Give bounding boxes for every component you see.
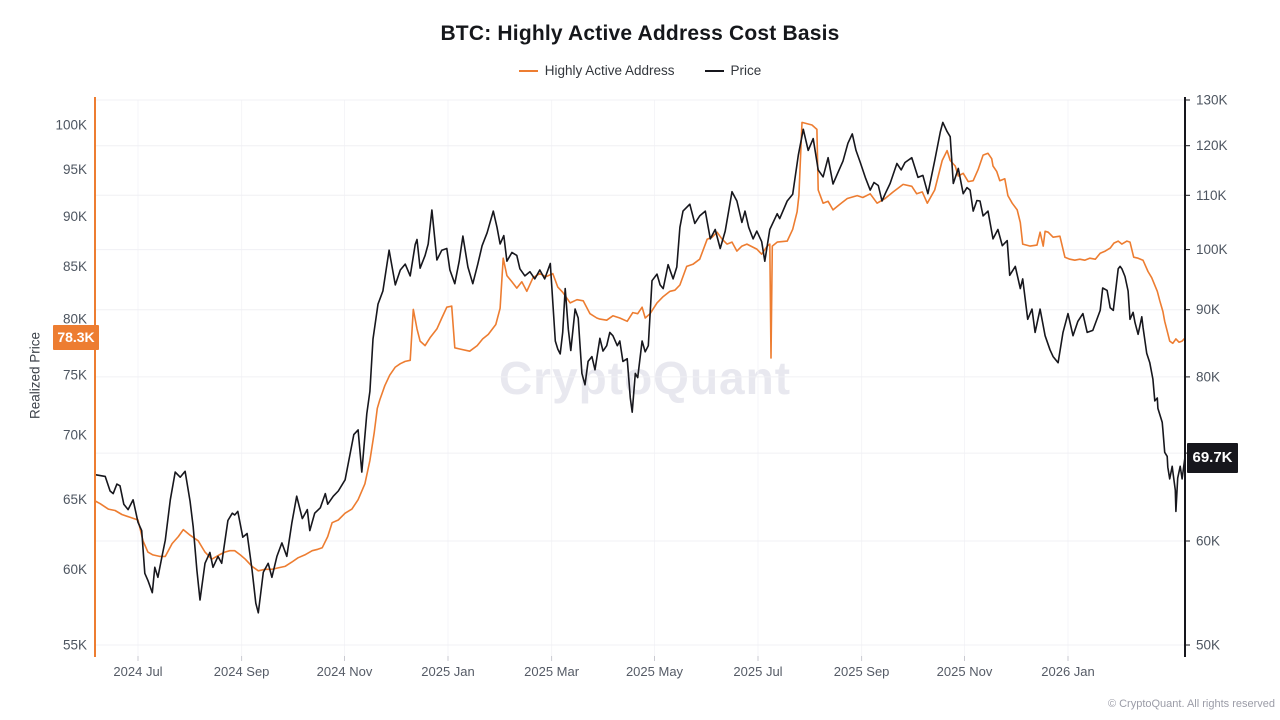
- legend: Highly Active Address Price: [0, 63, 1280, 78]
- left-axis-tick-label: 55K: [63, 638, 87, 653]
- left-axis-tick-label: 75K: [63, 368, 87, 383]
- x-axis-tick-label: 2024 Sep: [214, 664, 270, 679]
- legend-line-swatch-black: [704, 69, 724, 72]
- cryptoquant-watermark: CryptoQuant: [498, 352, 792, 404]
- chart-title: BTC: Highly Active Address Cost Basis: [440, 22, 840, 45]
- x-axis-tick-label: 2025 Jul: [733, 664, 782, 679]
- left-axis-tick-label: 70K: [63, 428, 87, 443]
- legend-item-price[interactable]: Price: [704, 63, 762, 78]
- right-axis-tick-label: 60K: [1196, 534, 1220, 549]
- right-axis-tick-label: 80K: [1196, 369, 1220, 384]
- x-axis-tick-label: 2025 May: [626, 664, 684, 679]
- legend-label-price: Price: [730, 63, 762, 78]
- right-axis-last-value-badge: 69.7K: [1187, 443, 1238, 473]
- left-axis-last-value-badge: 78.3K: [53, 325, 99, 350]
- right-axis-tick-label: 120K: [1196, 138, 1228, 153]
- left-axis-tick-label: 85K: [63, 259, 87, 274]
- left-axis-tick-label: 65K: [63, 492, 87, 507]
- highly-active-address-line: [94, 121, 1186, 572]
- left-axis-tick-label: 100K: [55, 118, 87, 133]
- legend-item-highly-active-address[interactable]: Highly Active Address: [518, 63, 675, 78]
- x-axis-tick-label: 2025 Sep: [834, 664, 890, 679]
- left-axis-tick-label: 60K: [63, 562, 87, 577]
- x-axis-tick-label: 2026 Jan: [1041, 664, 1095, 679]
- legend-label-highly-active-address: Highly Active Address: [544, 63, 675, 78]
- legend-line-swatch-orange: [518, 69, 538, 72]
- left-axis-tick-label: 90K: [63, 209, 87, 224]
- x-axis-tick-label: 2024 Nov: [317, 664, 373, 679]
- right-axis-tick-label: 50K: [1196, 638, 1220, 653]
- copyright-footer: © CryptoQuant. All rights reserved: [1107, 698, 1275, 710]
- x-axis-tick-label: 2025 Nov: [937, 664, 993, 679]
- left-axis-title: Realized Price: [27, 331, 43, 420]
- right-axis-tick-label: 130K: [1196, 93, 1228, 108]
- right-axis-tick-label: 90K: [1196, 302, 1220, 317]
- right-axis-tick-label: 100K: [1196, 242, 1228, 257]
- left-axis-tick-label: 80K: [63, 312, 87, 327]
- x-axis-tick-label: 2025 Mar: [524, 664, 580, 679]
- price-line: [94, 121, 1186, 614]
- left-axis-tick-label: 95K: [63, 162, 87, 177]
- right-axis-tick-label: 110K: [1196, 188, 1227, 203]
- x-axis-tick-label: 2024 Jul: [113, 664, 162, 679]
- x-axis-tick-label: 2025 Jan: [421, 664, 475, 679]
